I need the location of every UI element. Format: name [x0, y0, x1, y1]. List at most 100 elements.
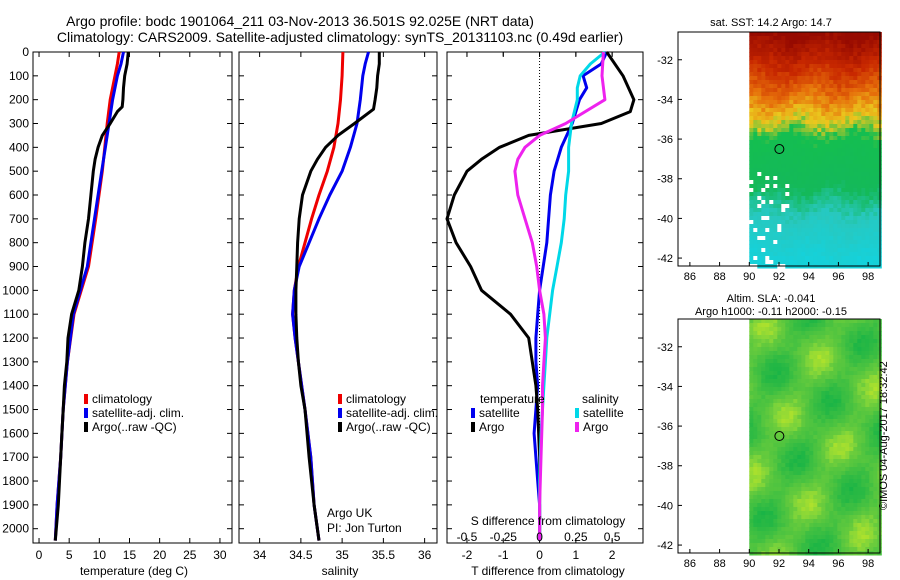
map-cell	[813, 339, 818, 344]
map-cell	[869, 96, 874, 101]
map-cell	[857, 371, 862, 376]
map-cell	[765, 475, 770, 480]
map-cell	[781, 323, 786, 328]
map-cell	[825, 367, 830, 372]
map-cell	[753, 212, 758, 217]
y-tick-label: 200	[9, 93, 29, 107]
map-cell	[873, 443, 878, 448]
map-cell	[765, 319, 770, 324]
series-line-argo	[513, 51, 607, 541]
map-cell	[761, 403, 766, 408]
map-cell	[805, 216, 810, 221]
map-cell	[753, 487, 758, 492]
map-cell	[857, 491, 862, 496]
map-cell	[873, 36, 878, 41]
map-cell	[749, 531, 754, 536]
map-cell	[845, 208, 850, 213]
map-cell	[753, 475, 758, 480]
map-cell	[833, 339, 838, 344]
map-cell	[801, 200, 806, 205]
map-cell	[805, 459, 810, 464]
map-cell	[817, 523, 822, 528]
map-cell	[809, 84, 814, 89]
map-cell	[821, 256, 826, 261]
map-cell	[757, 371, 762, 376]
map-cell	[805, 200, 810, 205]
map-cell	[825, 136, 830, 141]
map-cell	[857, 220, 862, 225]
map-cell	[769, 260, 774, 265]
map-cell	[837, 379, 842, 384]
map-cell	[853, 84, 858, 89]
map-cell	[861, 491, 866, 496]
map-cell	[861, 499, 866, 504]
map-cell	[769, 415, 774, 420]
map-cell	[873, 363, 878, 368]
map-cell	[793, 391, 798, 396]
map-cell	[813, 367, 818, 372]
map-cell	[845, 415, 850, 420]
map-cell	[761, 204, 766, 209]
map-cell	[749, 60, 754, 65]
map-cell	[873, 407, 878, 412]
map-cell	[833, 403, 838, 408]
map-cell	[789, 471, 794, 476]
map-cell	[765, 443, 770, 448]
map-cell	[749, 379, 754, 384]
map-cell	[869, 256, 874, 261]
x2-tick-label: -0.25	[490, 530, 518, 544]
map-cell	[765, 447, 770, 452]
map-cell	[869, 88, 874, 93]
map-cell	[813, 76, 818, 81]
map-cell	[793, 423, 798, 428]
map-cell	[749, 439, 754, 444]
map-cell	[865, 60, 870, 65]
map-cell	[813, 371, 818, 376]
map-cell	[809, 128, 814, 133]
map-cell	[833, 132, 838, 137]
map-cell	[825, 84, 830, 89]
map-cell	[761, 72, 766, 77]
map-cell	[813, 208, 818, 213]
map-cell	[869, 60, 874, 65]
map-cell	[849, 491, 854, 496]
map-cell	[845, 188, 850, 193]
map-cell	[765, 132, 770, 137]
map-cell	[749, 208, 754, 213]
map-cell	[861, 407, 866, 412]
map-cell	[837, 56, 842, 61]
map-cell	[853, 455, 858, 460]
map-cell	[837, 347, 842, 352]
map-cell	[773, 447, 778, 452]
map-cell	[813, 359, 818, 364]
map-cell	[805, 136, 810, 141]
map-cell	[781, 196, 786, 201]
map-cell	[869, 120, 874, 125]
sst-map-title: sat. SST: 14.2 Argo: 14.7	[710, 17, 832, 29]
map-cell	[793, 132, 798, 137]
map-cell	[869, 515, 874, 520]
map-cell	[873, 467, 878, 472]
map-cell	[845, 459, 850, 464]
map-cell	[757, 387, 762, 392]
map-cell	[749, 224, 754, 229]
map-cell	[801, 56, 806, 61]
map-cell	[821, 535, 826, 540]
map-cell	[857, 531, 862, 536]
sla-map-panel: 86 88 90 92 94 96 98-32-34-36-38-40-42	[657, 318, 882, 570]
map-cell	[861, 323, 866, 328]
map-cell	[777, 435, 782, 440]
map-cell	[849, 463, 854, 468]
map-cell	[853, 547, 858, 552]
map-cell	[797, 471, 802, 476]
map-cell	[825, 132, 830, 137]
map-cell	[797, 319, 802, 324]
map-cell	[785, 503, 790, 508]
map-cell	[769, 68, 774, 73]
map-cell	[865, 172, 870, 177]
map-cell	[773, 467, 778, 472]
map-cell	[873, 228, 878, 233]
map-cell	[869, 499, 874, 504]
map-cell	[797, 351, 802, 356]
map-cell	[873, 479, 878, 484]
